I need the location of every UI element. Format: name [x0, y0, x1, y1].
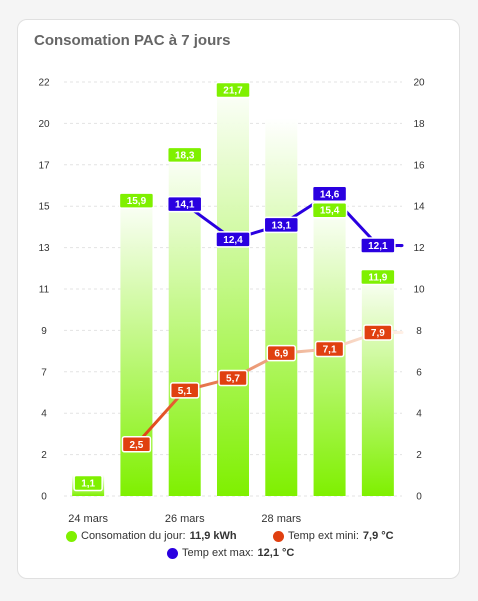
temp-min-line-data-label: 7,9: [363, 324, 393, 341]
temp-min-line-data-label: 5,1: [169, 382, 200, 399]
y-right-tick-label: 16: [413, 160, 425, 171]
bar-data-label-bg: [360, 268, 396, 286]
temp-min-line-data-label-text: 5,7: [226, 374, 240, 385]
bar-data-label-text: 1,1: [81, 479, 95, 490]
y-right-tick-label: 6: [416, 367, 422, 378]
temp-min-line-data-label-bg: [266, 344, 297, 362]
bar-data-label-bg: [73, 474, 103, 492]
legend-label-consumption: Consomation du jour:: [81, 530, 186, 542]
y-left-tick-label: 15: [38, 202, 50, 213]
temp-min-line-data-label-bg: [121, 436, 152, 453]
bar-data-label-text: 21,7: [223, 86, 243, 97]
bar-data-label: 11,9: [360, 268, 396, 286]
temp-max-line-data-label: 14,6: [311, 185, 348, 203]
y-left-tick-label: 0: [41, 492, 47, 503]
bar-data-label-bg: [215, 81, 251, 99]
legend-swatch-consumption: [66, 530, 77, 542]
bar-data-label-text: 15,9: [127, 196, 147, 207]
legend-value-temp-max: 12,1 °C: [257, 547, 295, 559]
temp-max-line-data-label: 14,1: [166, 195, 203, 213]
legend-item-temp-min[interactable]: Temp ext mini: 7,9 °C: [273, 530, 394, 542]
bar-data-label-text: 18,3: [175, 150, 195, 161]
temp-max-line-data-label-bg: [360, 237, 396, 254]
bar-data-label-bg: [311, 201, 348, 219]
y-right-tick-label: 2: [416, 450, 422, 461]
temp-min-line-data-label-text: 7,9: [371, 328, 385, 339]
temp-min-line-data-label-bg: [314, 340, 345, 358]
y-left-tick-label: 13: [38, 243, 50, 254]
bar-data-label: 18,3: [166, 146, 203, 164]
temp-max-line-data-label-text: 13,1: [272, 220, 292, 231]
temp-min-line-data-label: 5,7: [218, 369, 248, 387]
temp-min-line-data-label-bg: [363, 324, 393, 341]
temp-max-line-data-label-bg: [215, 231, 251, 248]
temp-min-line-data-label: 2,5: [121, 436, 152, 453]
temp-min-line-data-label-text: 6,9: [274, 349, 288, 360]
y-right-tick-label: 20: [413, 78, 425, 89]
bar-data-label-text: 11,9: [368, 272, 387, 283]
y-left-tick-label: 7: [41, 367, 47, 378]
y-right-tick-label: 14: [413, 202, 425, 213]
temp-max-line-data-label: 12,1: [360, 237, 396, 254]
y-left-tick-label: 17: [38, 160, 50, 171]
y-left-tick-label: 20: [38, 119, 50, 130]
y-right-tick-label: 10: [413, 285, 425, 296]
x-tick-label: 28 mars: [261, 513, 301, 525]
legend-value-consumption: 11,9 kWh: [189, 530, 237, 542]
temp-min-line-data-label: 7,1: [314, 340, 345, 358]
bar-data-label: 21,7: [215, 81, 251, 99]
bar-data-label-bg: [166, 146, 203, 164]
legend-item-temp-max[interactable]: Temp ext max: 12,1 °C: [167, 547, 294, 559]
y-right-tick-label: 12: [413, 243, 425, 254]
temp-max-line-data-label-text: 12,4: [223, 235, 243, 246]
bar-data-label-text: 15,4: [320, 206, 340, 217]
y-left-tick-label: 9: [41, 326, 47, 337]
legend-swatch-temp-min: [273, 530, 284, 542]
legend-swatch-temp-max: [167, 547, 178, 559]
temp-min-line-data-label-bg: [169, 382, 200, 399]
bar-data-label: 1,1: [73, 474, 103, 492]
temp-max-line-data-label-bg: [263, 216, 300, 234]
temp-max-line-data-label: 12,4: [215, 231, 251, 248]
y-right-tick-label: 18: [413, 119, 425, 130]
temp-max-line-data-label: 13,1: [263, 216, 300, 234]
temp-min-line-data-label-bg: [218, 369, 248, 387]
bar-data-label-bg: [118, 192, 155, 209]
temp-max-line-data-label-bg: [311, 185, 348, 203]
temp-max-line-data-label-text: 12,1: [368, 241, 388, 252]
x-tick-label: 26 mars: [165, 513, 205, 525]
temp-min-line-data-label-text: 5,1: [178, 386, 192, 397]
card-title: Consomation PAC à 7 jours: [34, 32, 231, 49]
x-tick-label: 24 mars: [68, 513, 108, 525]
temp-max-line-data-label-bg: [166, 195, 203, 213]
bar: [265, 118, 298, 497]
y-left-tick-label: 11: [39, 285, 50, 296]
legend-value-temp-min: 7,9 °C: [362, 530, 394, 542]
legend-label-temp-min: Temp ext mini:: [288, 530, 359, 542]
legend-label-temp-max: Temp ext max:: [182, 547, 254, 559]
bar: [361, 268, 394, 496]
y-left-tick-label: 22: [38, 78, 50, 89]
bar-data-label: 15,4: [311, 201, 348, 219]
bar-data-label: 15,9: [118, 192, 155, 209]
temp-min-line-data-label: 6,9: [266, 344, 297, 362]
temp-min-line-data-label-text: 2,5: [129, 440, 143, 451]
y-right-tick-label: 0: [416, 492, 422, 503]
temp-max-line-data-label-text: 14,6: [320, 189, 340, 200]
temp-max-line-data-label-text: 14,1: [175, 200, 195, 211]
y-left-tick-label: 4: [41, 409, 47, 420]
y-left-tick-label: 2: [41, 450, 47, 461]
y-right-tick-label: 4: [416, 409, 422, 420]
y-right-tick-label: 8: [416, 326, 422, 337]
temp-min-line-data-label-text: 7,1: [323, 345, 337, 356]
bar: [217, 82, 249, 496]
legend-item-consumption[interactable]: Consomation du jour: 11,9 kWh: [66, 530, 237, 542]
